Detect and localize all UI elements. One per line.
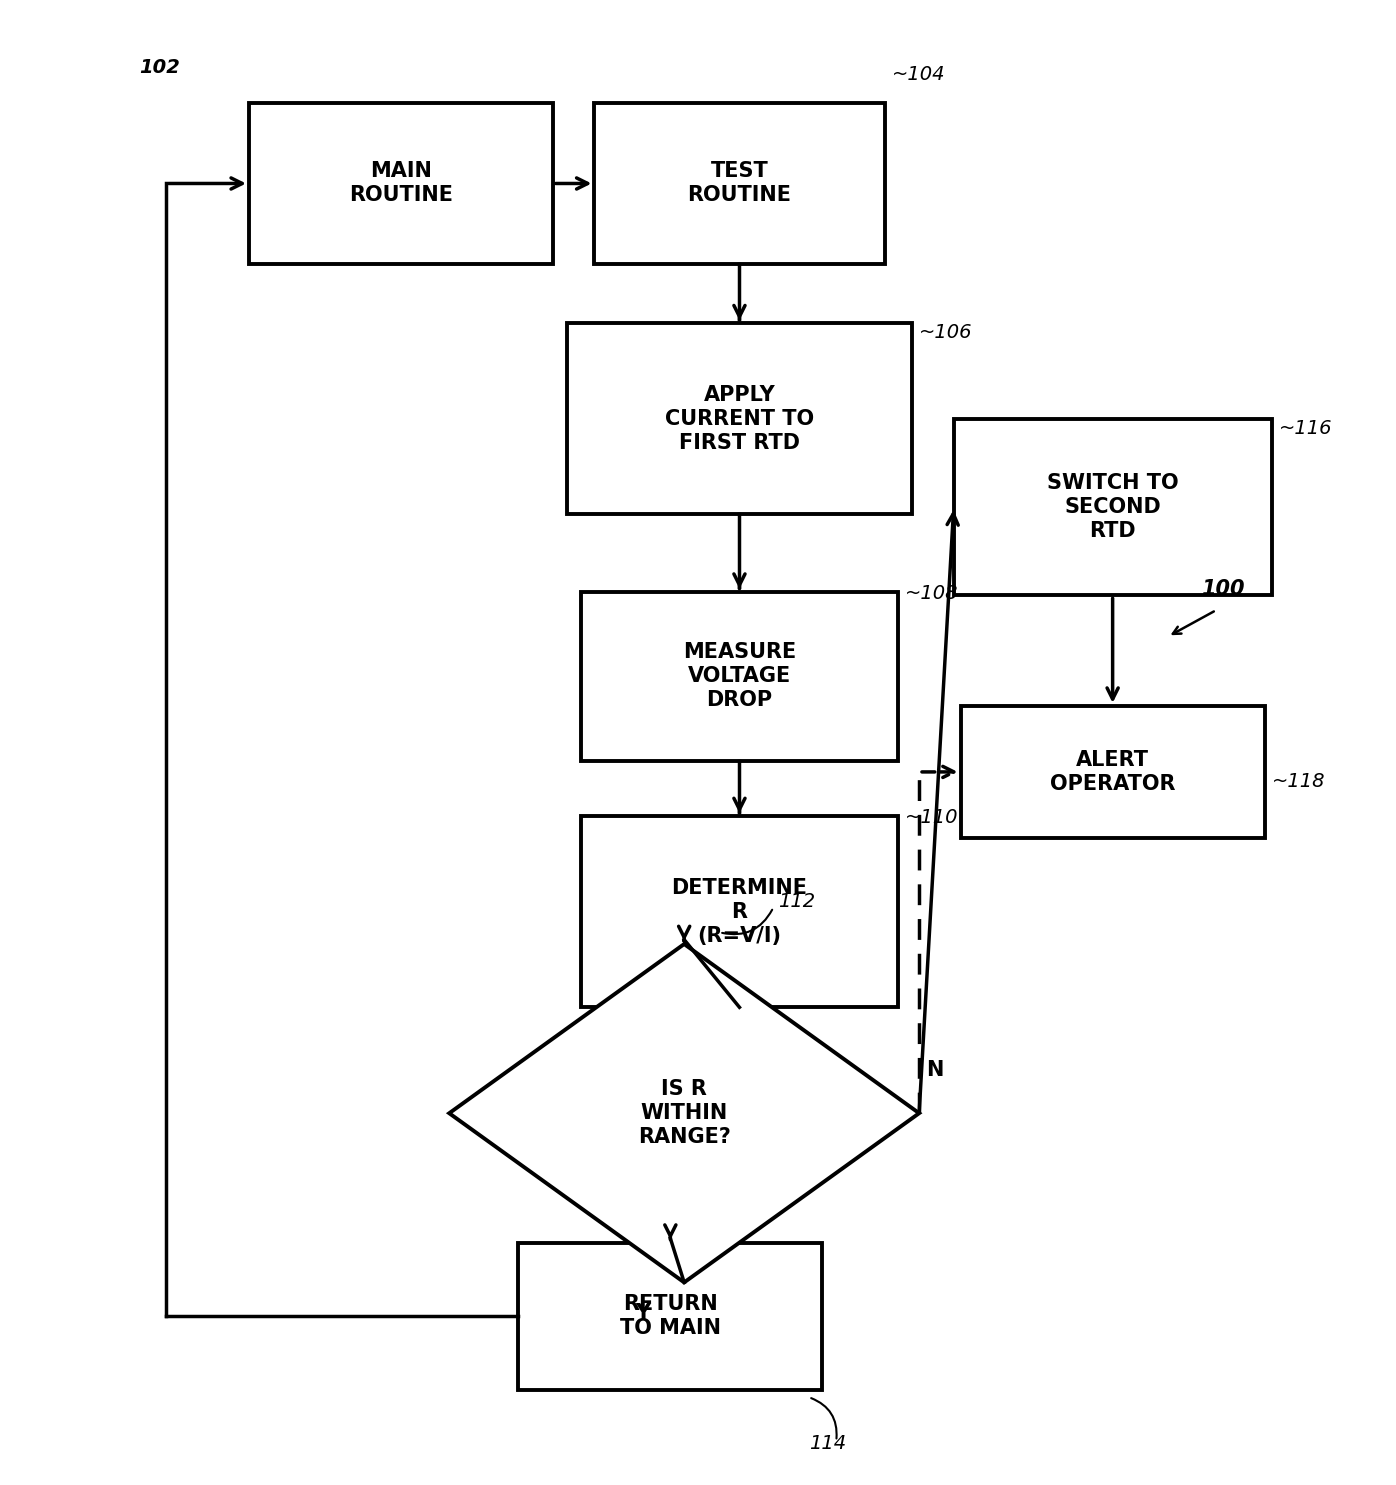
Bar <box>248 102 553 264</box>
Text: ~116: ~116 <box>1279 419 1332 438</box>
Polygon shape <box>450 944 919 1283</box>
Text: 112: 112 <box>778 892 815 912</box>
Text: N: N <box>926 1060 944 1081</box>
Text: 100: 100 <box>1202 579 1245 600</box>
Bar <box>581 591 899 760</box>
Bar <box>953 419 1272 595</box>
Text: IS R
WITHIN
RANGE?: IS R WITHIN RANGE? <box>638 1080 730 1148</box>
Text: ALERT
OPERATOR: ALERT OPERATOR <box>1050 750 1175 794</box>
Text: DETERMINE
R
(R=V/I): DETERMINE R (R=V/I) <box>671 878 807 946</box>
Text: 114: 114 <box>808 1433 846 1452</box>
Text: 102: 102 <box>138 58 180 77</box>
Text: ~108: ~108 <box>906 584 959 603</box>
Text: MEASURE
VOLTAGE
DROP: MEASURE VOLTAGE DROP <box>683 643 796 710</box>
Text: APPLY
CURRENT TO
FIRST RTD: APPLY CURRENT TO FIRST RTD <box>664 385 814 453</box>
Text: ~104: ~104 <box>892 65 945 85</box>
Text: SWITCH TO
SECOND
RTD: SWITCH TO SECOND RTD <box>1047 474 1178 541</box>
Bar <box>518 1243 822 1390</box>
Text: ~106: ~106 <box>919 322 973 342</box>
Bar <box>960 705 1265 838</box>
Text: TEST
ROUTINE: TEST ROUTINE <box>687 162 792 205</box>
Text: ~118: ~118 <box>1272 772 1325 790</box>
Bar <box>595 102 885 264</box>
Bar <box>567 324 912 514</box>
Text: MAIN
ROUTINE: MAIN ROUTINE <box>349 162 452 205</box>
Bar <box>581 817 899 1007</box>
Text: RETURN
TO MAIN: RETURN TO MAIN <box>620 1295 720 1338</box>
Text: ~110: ~110 <box>906 808 959 827</box>
Text: Y: Y <box>635 1304 651 1323</box>
